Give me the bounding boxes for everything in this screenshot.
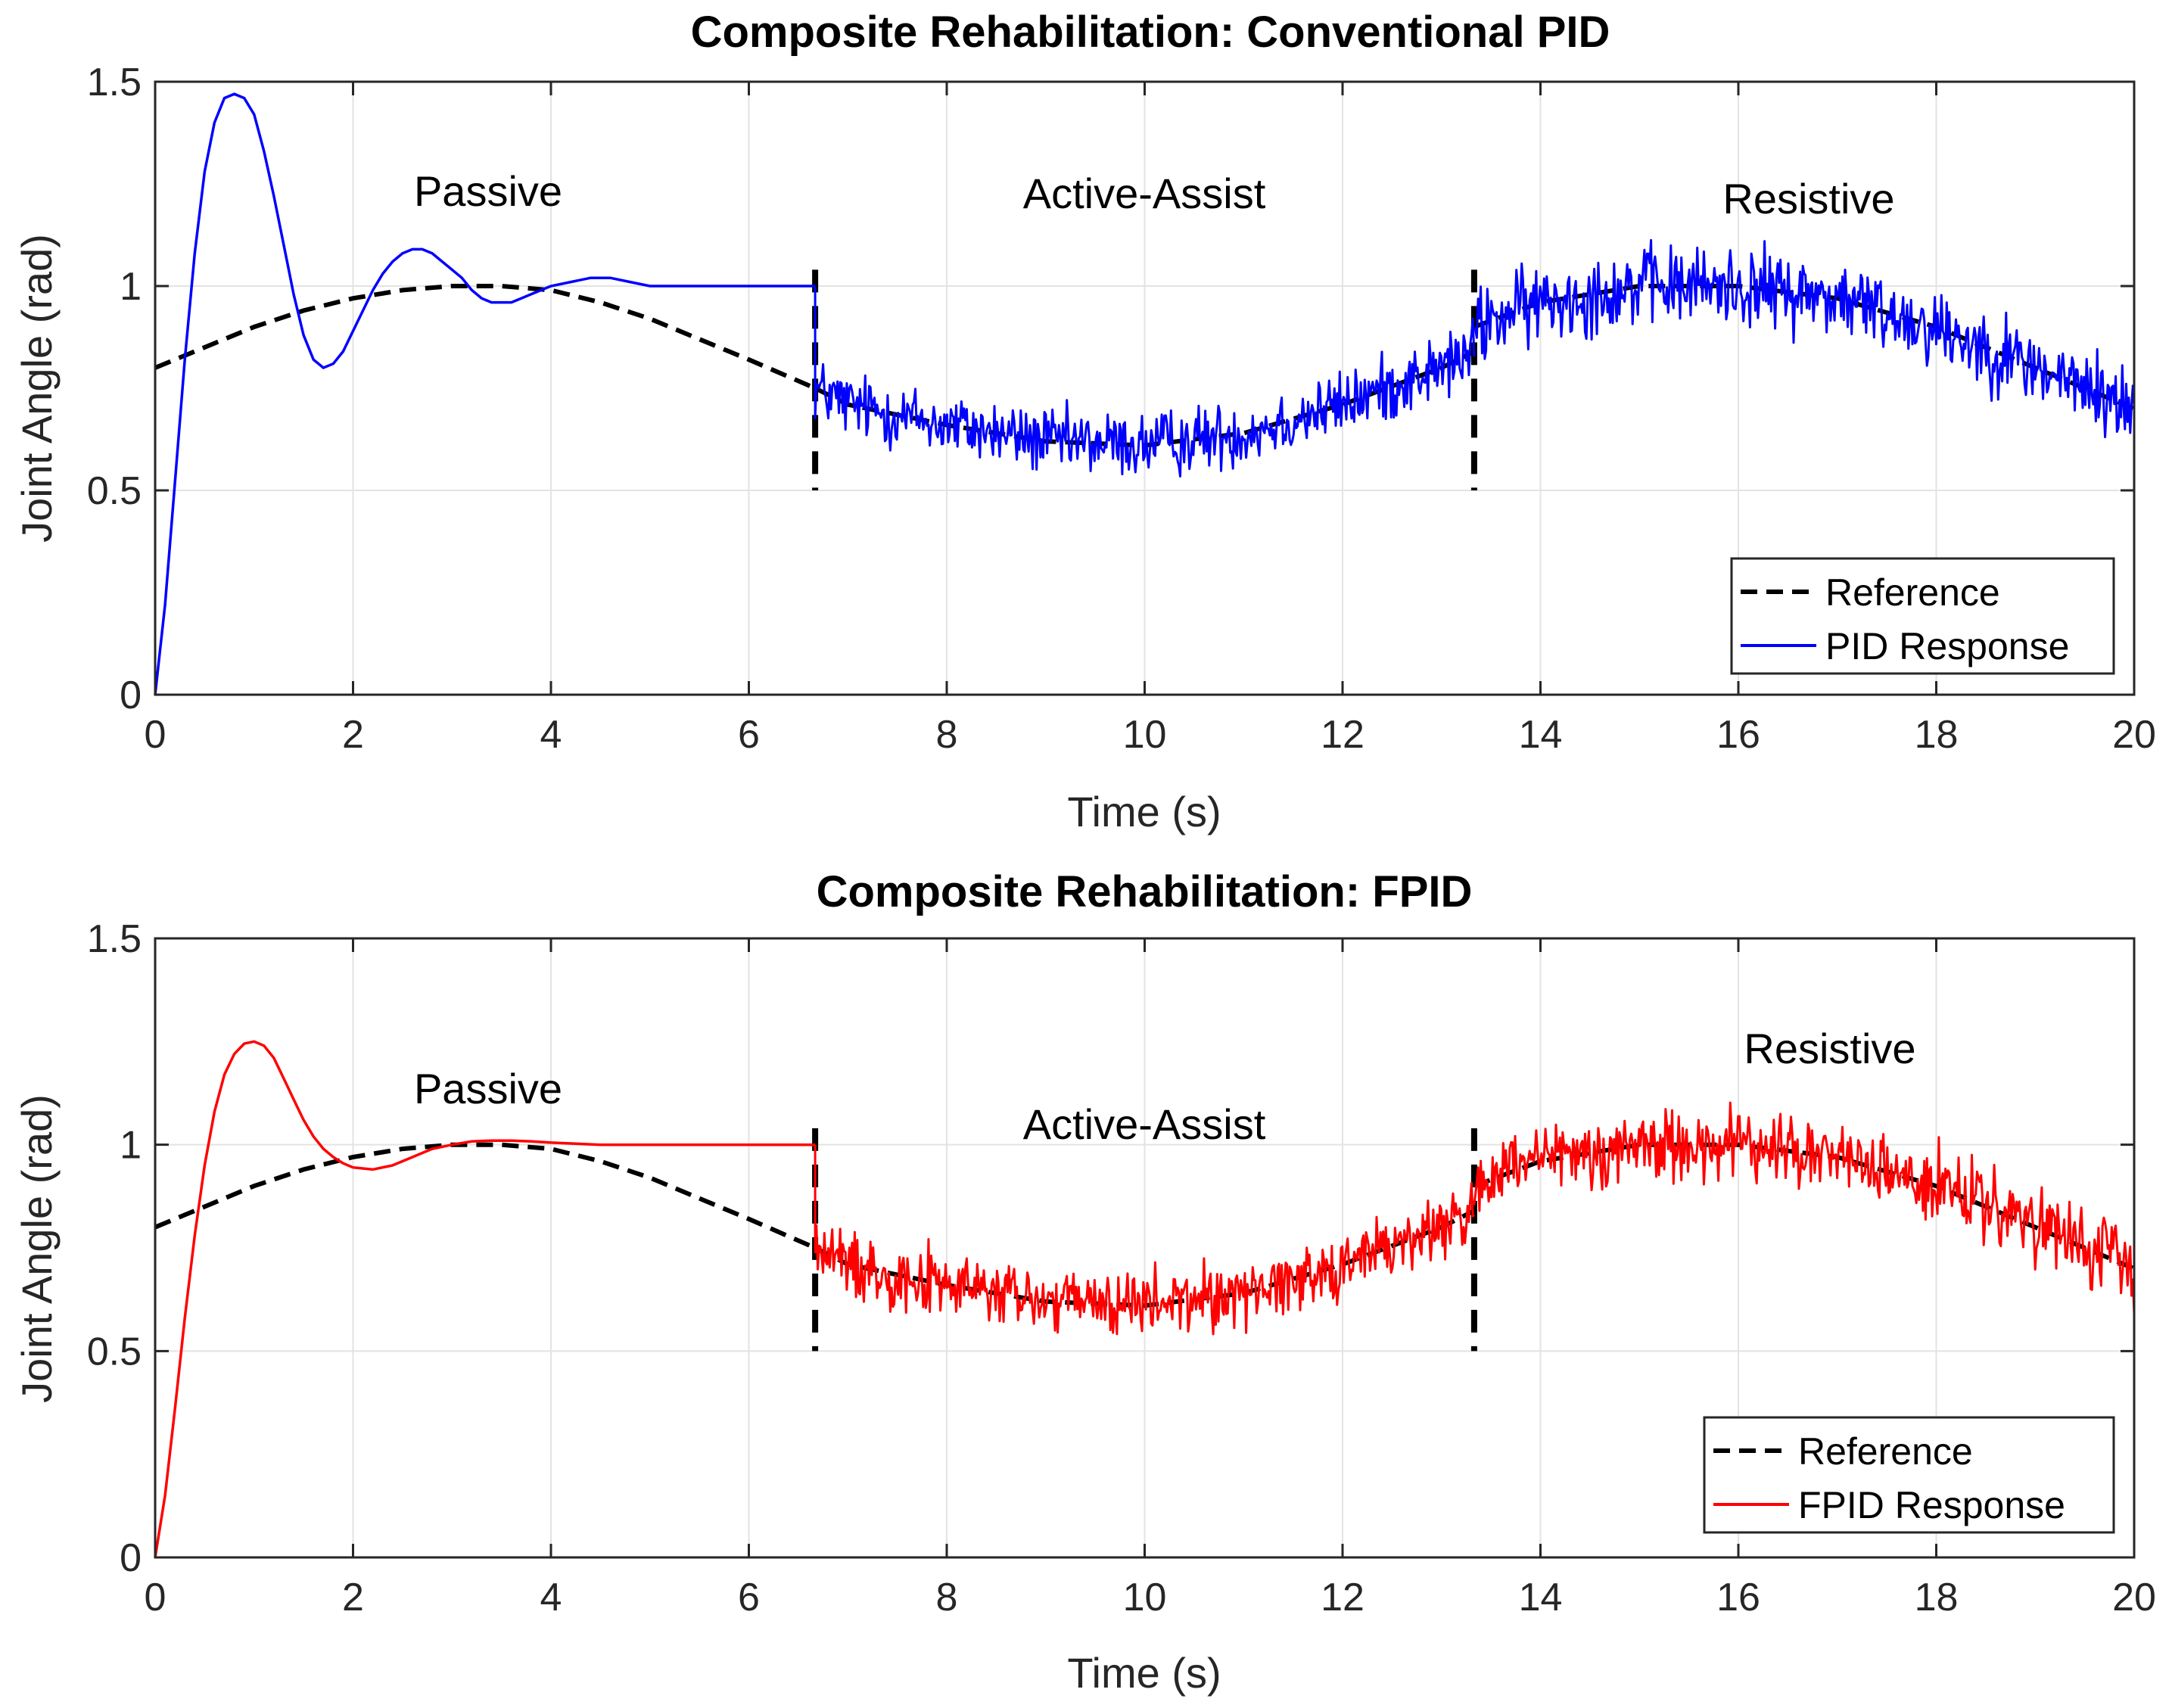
response-line-noisy — [1473, 1101, 2136, 1314]
x-tick-label: 6 — [738, 713, 760, 757]
phase-label-active-assist: Active-Assist — [1023, 170, 1266, 217]
response-line-noisy — [814, 286, 1476, 478]
x-tick-label: 6 — [738, 1576, 760, 1619]
legend: Reference FPID Response — [1703, 1416, 2115, 1534]
chart-title: Composite Rehabilitation: Conventional P… — [691, 8, 1610, 57]
x-tick-label: 16 — [1716, 1576, 1760, 1619]
x-tick-label: 8 — [936, 713, 958, 757]
y-tick-label: 0.5 — [87, 1330, 142, 1374]
response-series — [154, 1040, 2136, 1558]
chart-panel-pid: Composite Rehabilitation: Conventional P… — [13, 8, 2156, 835]
legend-label-reference: Reference — [1798, 1430, 1973, 1473]
y-tick-label: 1 — [120, 265, 142, 309]
chart-title: Composite Rehabilitation: FPID — [817, 867, 1473, 916]
x-ticks: 0 2 4 6 8 10 12 14 16 18 20 — [145, 938, 2156, 1619]
x-tick-label: 12 — [1321, 713, 1365, 757]
phase-label-active-assist: Active-Assist — [1023, 1100, 1266, 1148]
x-tick-label: 4 — [540, 1576, 562, 1619]
x-tick-label: 12 — [1321, 1576, 1365, 1619]
phase-label-passive: Passive — [414, 1065, 562, 1112]
y-tick-label: 0 — [120, 1536, 142, 1580]
y-tick-label: 1 — [120, 1124, 142, 1168]
legend-label-reference: Reference — [1825, 571, 2000, 614]
x-tick-label: 20 — [2112, 713, 2156, 757]
x-ticks: 0 2 4 6 8 10 12 14 16 18 20 — [145, 82, 2156, 757]
x-tick-label: 14 — [1519, 713, 1563, 757]
x-tick-label: 0 — [145, 1576, 166, 1619]
x-tick-label: 16 — [1716, 713, 1760, 757]
y-ticks: 0 0.5 1 1.5 — [87, 61, 2134, 717]
x-tick-label: 18 — [1915, 1576, 1959, 1619]
phase-label-passive: Passive — [414, 167, 562, 215]
x-tick-label: 20 — [2112, 1576, 2156, 1619]
y-axis-label: Joint Angle (rad) — [13, 234, 61, 543]
phase-label-resistive: Resistive — [1722, 175, 1894, 222]
legend-box — [1703, 1416, 2115, 1534]
response-series — [154, 92, 2136, 695]
chart-panel-fpid: Composite Rehabilitation: FPID 0 2 4 6 8 10 12… — [13, 867, 2156, 1697]
x-tick-label: 2 — [342, 713, 364, 757]
legend-label-fpid: FPID Response — [1798, 1484, 2065, 1526]
response-line-noisy — [814, 1144, 1476, 1336]
x-tick-label: 10 — [1123, 713, 1167, 757]
legend-box — [1730, 557, 2115, 675]
reference-line — [154, 284, 817, 390]
legend-label-pid: PID Response — [1825, 625, 2069, 667]
x-tick-label: 2 — [342, 1576, 364, 1619]
y-tick-label: 0.5 — [87, 469, 142, 513]
y-tick-label: 1.5 — [87, 61, 142, 104]
x-tick-label: 10 — [1123, 1576, 1167, 1619]
response-line-noisy — [1473, 238, 2136, 438]
legend: Reference PID Response — [1730, 557, 2115, 675]
x-tick-label: 0 — [145, 713, 166, 757]
x-axis-label: Time (s) — [1067, 788, 1221, 835]
y-ticks: 0 0.5 1 1.5 — [87, 917, 2134, 1580]
x-axis-label: Time (s) — [1067, 1649, 1221, 1697]
response-line-transient — [154, 1040, 816, 1558]
x-tick-label: 18 — [1915, 713, 1959, 757]
y-tick-label: 1.5 — [87, 917, 142, 961]
reference-line — [154, 1142, 817, 1250]
x-tick-label: 14 — [1519, 1576, 1563, 1619]
response-line-transient — [154, 92, 816, 695]
x-tick-label: 4 — [540, 713, 562, 757]
phase-label-resistive: Resistive — [1744, 1025, 1915, 1072]
y-axis-label: Joint Angle (rad) — [13, 1094, 61, 1403]
y-tick-label: 0 — [120, 674, 142, 717]
x-tick-label: 8 — [936, 1576, 958, 1619]
